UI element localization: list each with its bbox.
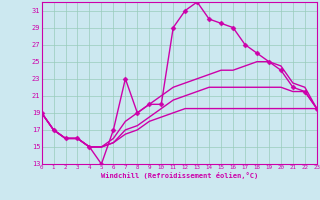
X-axis label: Windchill (Refroidissement éolien,°C): Windchill (Refroidissement éolien,°C) [100,172,258,179]
